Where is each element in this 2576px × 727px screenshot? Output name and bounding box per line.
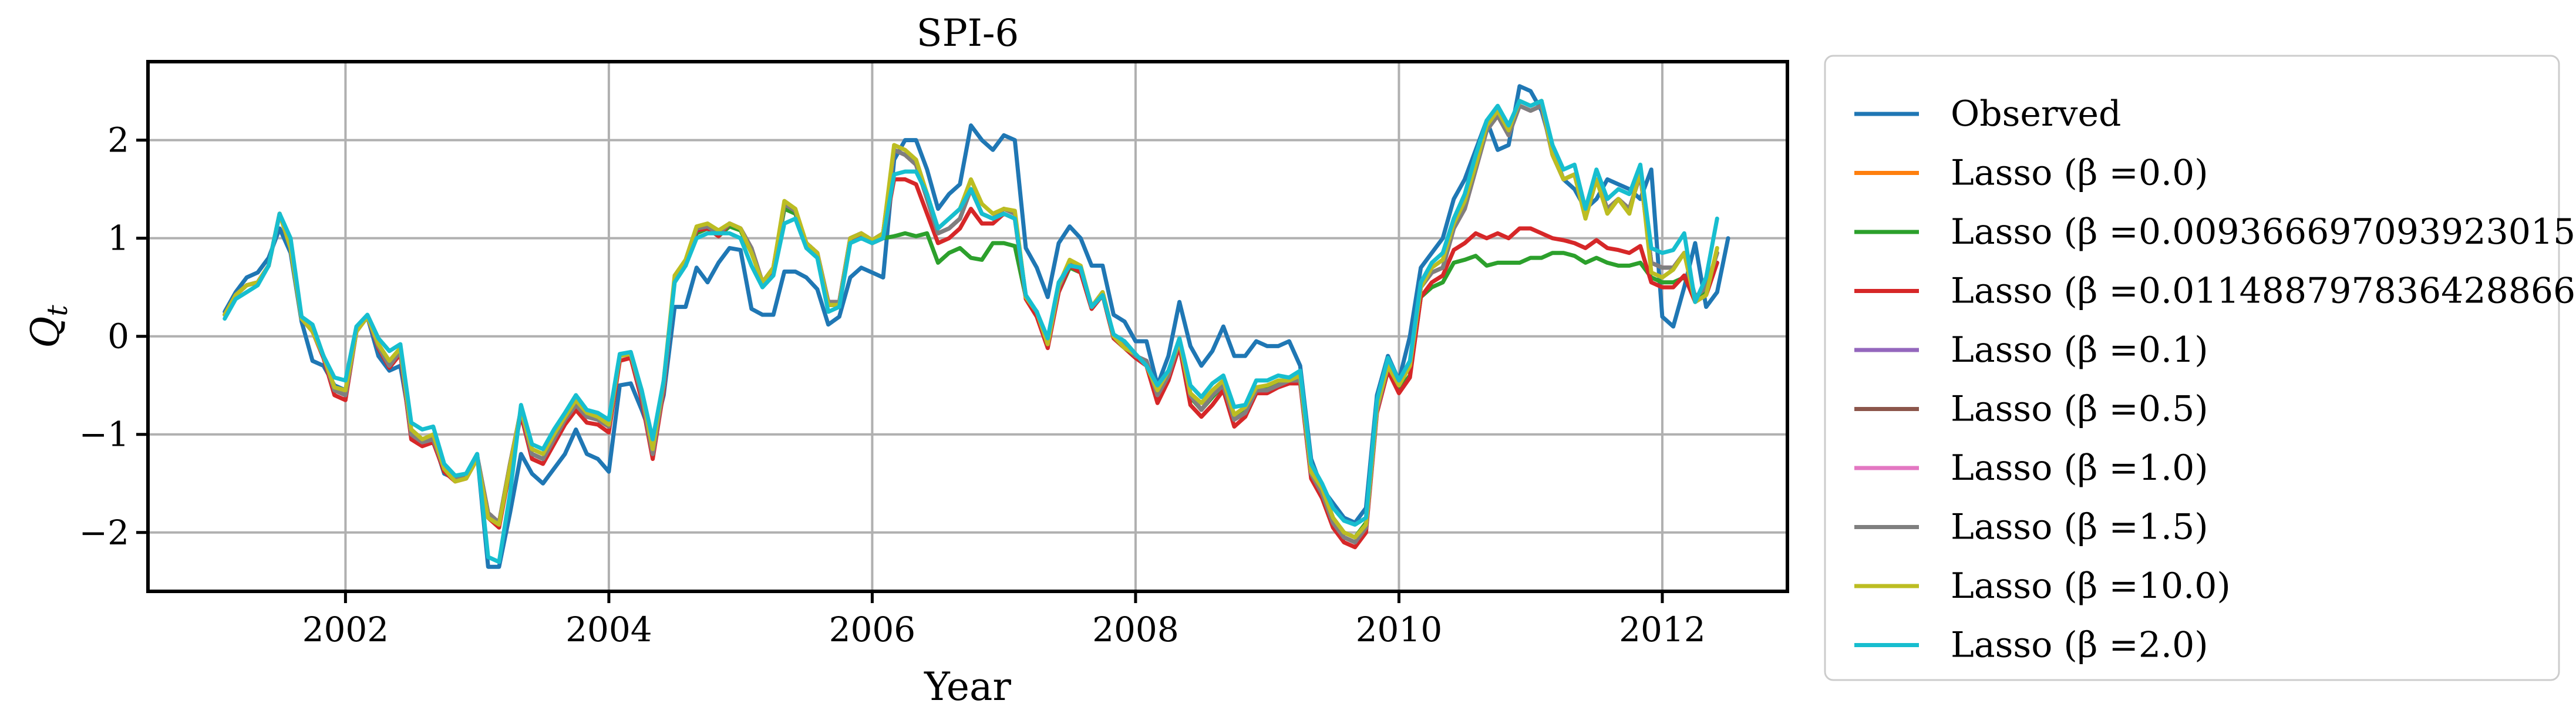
x-tick-label: 2008 [1092,610,1179,649]
grid-lines [148,62,1787,591]
legend-item: Lasso (β =0.1) [1854,329,2208,371]
legend-label: Lasso (β =1.5) [1951,507,2208,548]
legend: Observed Lasso (β =0.0) Lasso (β =0.009366… [1824,55,2576,681]
legend-label: Lasso (β =1.0) [1951,447,2208,489]
x-tick-label: 2004 [565,610,652,649]
legend-label: Lasso (β =0.1) [1951,329,2208,371]
y-axis: −2 −1 0 1 2 [79,120,148,553]
x-tick-label: 2010 [1356,610,1443,649]
legend-item: Lasso (β =2.0) [1854,625,2208,666]
series-line-9 [223,99,1719,564]
series-line-3 [223,177,1719,550]
x-axis-label: Year [924,664,1011,709]
y-tick-label: 0 [107,317,129,356]
legend-item: Lasso (β =0.009366697093923015) [1854,211,2576,253]
y-tick-label: 1 [107,218,129,258]
legend-box [1824,55,2560,681]
x-tick-label: 2012 [1619,610,1706,649]
x-axis: 2002 2004 2006 2008 2010 2012 [302,591,1706,649]
y-axis-label-subscript: t [41,305,74,317]
legend-label: Lasso (β =10.0) [1951,566,2231,607]
legend-label: Lasso (β =0.0) [1951,153,2208,194]
y-tick-label: −1 [79,415,130,455]
series-lines [223,84,1730,569]
y-axis-label: Qt [23,305,74,348]
legend-label: Lasso (β =0.009366697093923015) [1951,211,2576,253]
legend-item: Observed [1854,93,2121,134]
y-tick-label: 2 [107,120,129,160]
y-tick-label: −2 [79,513,130,553]
legend-item: Lasso (β =1.0) [1854,447,2208,489]
legend-item: Lasso (β =1.5) [1854,507,2208,548]
legend-item: Lasso (β =0.0) [1854,153,2208,194]
x-tick-label: 2002 [302,610,389,649]
series-line-2 [223,207,1719,540]
legend-label: Lasso (β =0.5) [1951,389,2208,430]
legend-item: Lasso (β =0.5) [1854,389,2208,430]
legend-item: Lasso (β =0.011488797836428866) [1854,271,2576,312]
plot-frame [146,60,1789,593]
legend-item: Lasso (β =10.0) [1854,566,2231,607]
x-tick-label: 2006 [829,610,916,649]
y-axis-label-main: Q [23,317,68,348]
legend-label: Lasso (β =2.0) [1951,625,2208,666]
legend-label: Observed [1951,93,2121,134]
legend-label: Lasso (β =0.011488797836428866) [1951,271,2576,312]
series-line-8 [223,99,1719,540]
chart-title: SPI-6 [917,12,1019,55]
series-line-0 [223,84,1730,569]
